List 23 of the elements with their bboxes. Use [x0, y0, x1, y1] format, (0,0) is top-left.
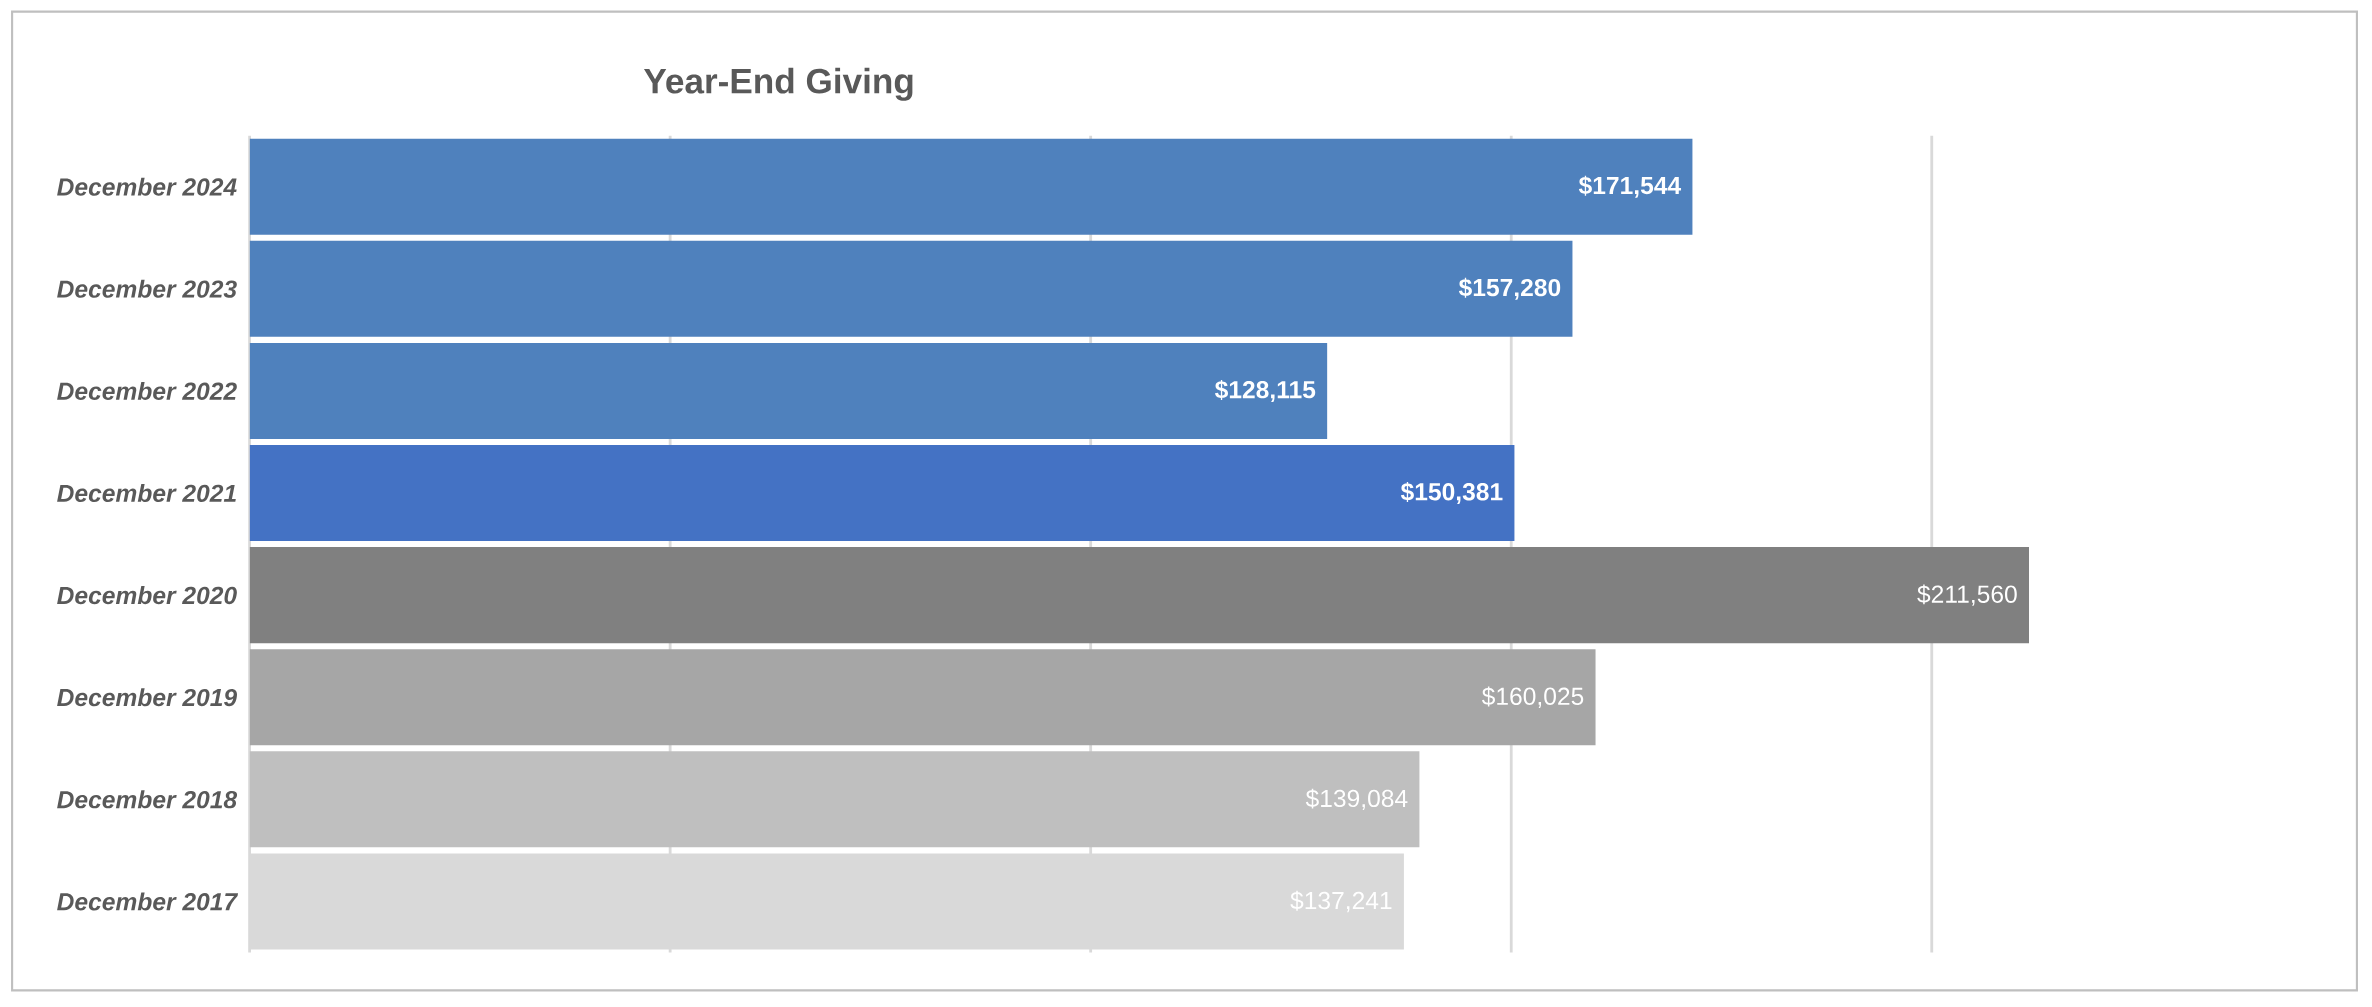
bar	[249, 751, 1420, 848]
data-label: $211,560	[1917, 584, 2017, 606]
data-label: $157,280	[1458, 277, 1561, 300]
bar	[249, 649, 1596, 746]
y-tick-label: December 2024	[57, 177, 237, 196]
data-label: $150,381	[1400, 482, 1503, 505]
chart-title: Year-End Giving	[643, 67, 913, 101]
data-label: $160,025	[1481, 686, 1584, 708]
y-tick-label: December 2017	[57, 892, 239, 911]
y-tick-label: December 2020	[57, 586, 237, 605]
data-label: $171,544	[1578, 175, 1682, 198]
bar	[249, 240, 1573, 337]
data-label: $139,084	[1305, 788, 1408, 811]
bar	[249, 547, 2029, 644]
bar	[249, 138, 1693, 235]
bar	[249, 342, 1328, 439]
data-label: $128,115	[1214, 379, 1316, 402]
y-tick-label: December 2018	[57, 790, 238, 809]
y-tick-label: December 2022	[57, 381, 237, 400]
y-tick-label: December 2021	[57, 484, 236, 503]
y-tick-label: December 2023	[57, 279, 237, 298]
bar	[249, 445, 1515, 542]
y-tick-label: December 2019	[57, 688, 237, 707]
